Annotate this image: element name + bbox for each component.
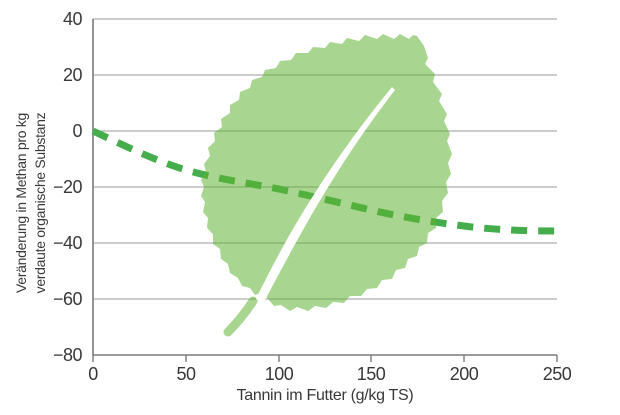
y-tick-label-minus40: −40 <box>52 233 83 253</box>
x-tick-label-150: 150 <box>356 364 386 384</box>
leaf-graphic <box>201 34 452 337</box>
y-axis-title-line2: verdaute organische Substanz <box>32 112 48 294</box>
leaf-body <box>201 34 452 311</box>
leaf-midrib-vein <box>256 87 395 302</box>
y-tick-label-minus80: −80 <box>52 345 83 365</box>
y-tick-label-20: 20 <box>62 65 83 85</box>
axes <box>92 19 557 356</box>
y-axis-title: Veränderung in Methan pro kg verdaute or… <box>12 33 50 373</box>
x-tick-label-200: 200 <box>449 364 479 384</box>
x-axis-ticks <box>92 355 558 362</box>
x-axis-title: Tannin im Futter (g/kg TS) <box>236 387 414 404</box>
y-tick-label-0: 0 <box>72 121 82 141</box>
methane-trend-dashed-line <box>91 127 558 235</box>
y-tick-label-minus20: −20 <box>52 177 83 197</box>
x-tick-label-100: 100 <box>264 364 294 384</box>
x-tick-label-0: 0 <box>88 364 98 384</box>
x-tick-label-250: 250 <box>542 364 572 384</box>
y-axis-title-line1: Veränderung in Methan pro kg <box>13 113 29 293</box>
x-tick-label-50: 50 <box>176 364 196 384</box>
leaf-stem <box>223 296 258 337</box>
y-tick-label-minus60: −60 <box>52 289 83 309</box>
y-tick-label-40: 40 <box>62 9 83 29</box>
